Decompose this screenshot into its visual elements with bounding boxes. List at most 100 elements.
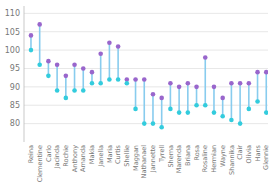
low-dot <box>238 121 243 126</box>
x-tick-label: Wayne <box>219 145 227 167</box>
low-dot <box>151 121 156 126</box>
x-tick-label: Briana <box>184 145 192 166</box>
low-dot <box>264 110 268 115</box>
x-tick-label: Anthony <box>71 145 79 172</box>
dumbbell-stem <box>231 83 233 120</box>
dumbbell-stem <box>178 87 180 113</box>
dumbbell-stem <box>222 98 224 116</box>
dumbbell-stem <box>213 87 215 113</box>
dumbbell-stem <box>143 80 145 124</box>
y-tick-label: 100 <box>5 46 20 55</box>
dumbbell-stem <box>239 83 241 123</box>
low-dot <box>116 77 121 82</box>
y-tick-label: 85 <box>10 101 20 110</box>
high-dot <box>264 70 268 75</box>
dumbbell-stem <box>74 65 76 91</box>
x-tick-label: Curtis <box>114 144 122 164</box>
low-dot <box>64 96 69 101</box>
high-dot <box>194 85 199 90</box>
high-dot <box>151 92 156 97</box>
x-tick-label: Carlo <box>45 145 53 162</box>
low-dot <box>81 88 86 93</box>
x-tick-label: Hermian <box>210 145 218 173</box>
x-tick-label: Glennie <box>262 145 270 170</box>
x-tick-label: Olivia <box>245 145 253 163</box>
low-dot <box>107 77 112 82</box>
low-dot <box>194 103 199 108</box>
x-tick-label: Shannika <box>228 145 236 175</box>
low-dot <box>229 118 234 123</box>
x-tick-label: Clementine <box>36 145 44 182</box>
low-dot <box>46 74 51 79</box>
x-tick-label: Reina <box>27 145 35 163</box>
low-dot <box>55 88 60 93</box>
dumbbell-stem <box>170 83 172 109</box>
dumbbell-stem <box>187 83 189 112</box>
grid-line <box>24 31 268 32</box>
x-tick-label: Hans <box>254 144 262 161</box>
dumbbell-stem <box>204 57 206 105</box>
low-dot <box>186 110 191 115</box>
grid-line <box>24 13 268 14</box>
high-dot <box>212 85 217 90</box>
high-dot <box>133 77 138 82</box>
high-dot <box>116 44 121 49</box>
x-tick-label: Makia <box>88 145 96 164</box>
dumbbell-stem <box>265 72 267 112</box>
dumbbell-stem <box>196 87 198 105</box>
grid-line <box>24 68 268 69</box>
dumbbell-stem <box>161 98 163 127</box>
high-dot <box>203 55 208 60</box>
low-dot <box>29 48 34 53</box>
high-dot <box>177 85 182 90</box>
dumbbell-stem <box>65 76 67 98</box>
high-dot <box>81 66 86 71</box>
high-dot <box>168 81 173 86</box>
dumbbell-stem <box>152 94 154 123</box>
low-dot <box>255 99 260 104</box>
chart-svg: 80859095100105110ReinaClementineCarloJac… <box>0 0 274 184</box>
dumbbell-stem <box>39 24 41 64</box>
dumbbell-stem <box>109 43 111 80</box>
x-tick-label: Shema <box>167 145 175 168</box>
dumbbell-stem <box>56 65 58 91</box>
high-dot <box>255 70 260 75</box>
low-dot <box>133 107 138 112</box>
x-tick-label: Shellie <box>123 145 131 167</box>
low-dot <box>72 88 77 93</box>
low-dot <box>168 107 173 112</box>
high-dot <box>247 81 252 86</box>
low-dot <box>203 103 208 108</box>
dumbbell-stem <box>257 72 259 101</box>
high-dot <box>142 77 147 82</box>
plot-area <box>29 22 268 130</box>
x-tick-label: Tyrell <box>158 145 166 163</box>
x-tick-label: Janella <box>97 145 105 168</box>
low-dot <box>159 125 164 130</box>
high-dot <box>186 81 191 86</box>
high-dot <box>64 74 69 79</box>
dumbbell-stem <box>248 83 250 109</box>
high-dot <box>229 81 234 86</box>
low-dot <box>125 81 130 86</box>
low-dot <box>98 81 103 86</box>
dumbbell-stem <box>82 68 84 90</box>
y-grid <box>24 13 268 123</box>
y-tick-label: 105 <box>5 28 20 37</box>
x-tick-label: Jannette <box>149 145 157 173</box>
high-dot <box>98 51 103 56</box>
high-dot <box>55 63 60 68</box>
high-dot <box>46 59 51 64</box>
grid-line <box>24 50 268 51</box>
x-tick-label: Maggan <box>132 145 140 171</box>
chart-container: 80859095100105110ReinaClementineCarloJac… <box>0 0 274 184</box>
low-dot <box>247 107 252 112</box>
low-dot <box>177 110 182 115</box>
x-tick-label: Rochie <box>62 145 70 167</box>
x-tick-label: Amanda <box>79 145 87 172</box>
y-tick-label: 110 <box>5 9 20 18</box>
x-tick-label: Jacinda <box>53 145 61 170</box>
y-tick-label: 90 <box>10 83 20 92</box>
x-tick-label: Marenda <box>175 145 183 173</box>
low-dot <box>142 121 147 126</box>
